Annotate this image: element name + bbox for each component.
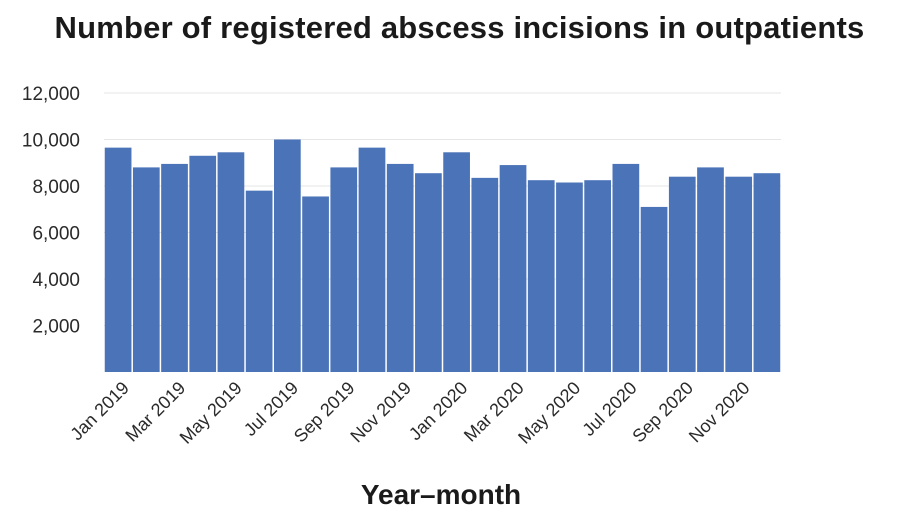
- bar: [245, 190, 273, 372]
- bar: [415, 173, 442, 372]
- bars: [104, 139, 781, 372]
- bar: [443, 152, 470, 372]
- bar: [527, 180, 555, 372]
- x-tick-label: Nov 2020: [685, 378, 754, 447]
- bar: [132, 167, 160, 372]
- y-tick-label: 8,000: [32, 177, 80, 198]
- x-tick-label: May 2019: [176, 378, 246, 448]
- bar: [697, 167, 724, 372]
- bar: [386, 163, 414, 372]
- y-tick-label: 6,000: [32, 224, 80, 245]
- bar: [640, 206, 668, 372]
- bar: [358, 147, 386, 372]
- bar: [274, 139, 301, 372]
- bar: [753, 173, 781, 372]
- bar: [330, 167, 358, 372]
- x-tick-label: Sep 2019: [290, 378, 359, 447]
- bar: [302, 196, 329, 372]
- bar: [668, 176, 696, 372]
- bar: [612, 163, 640, 372]
- bar: [189, 155, 217, 372]
- bar: [161, 163, 188, 372]
- bar: [584, 180, 611, 372]
- bar: [471, 177, 499, 372]
- x-axis-label: Year–month: [361, 479, 521, 508]
- y-tick-label: 4,000: [32, 270, 80, 291]
- bar: [556, 182, 583, 372]
- x-tick-label: Nov 2019: [346, 378, 415, 447]
- y-tick-label: 10,000: [22, 131, 80, 152]
- gridlines: [104, 92, 781, 326]
- y-tick-label: 2,000: [32, 317, 80, 338]
- bar: [725, 176, 753, 372]
- x-tick-label: May 2020: [514, 378, 584, 448]
- bar: [104, 147, 132, 372]
- y-tick-label: 12,000: [22, 84, 80, 105]
- bar: [217, 152, 245, 372]
- y-axis-ticks: 2,000 4,000 6,000 8,000 10,000 12,000: [22, 84, 80, 338]
- chart-title: Number of registered abscess incisions i…: [54, 10, 865, 45]
- x-tick-label: Sep 2020: [628, 378, 697, 447]
- bar: [499, 165, 527, 372]
